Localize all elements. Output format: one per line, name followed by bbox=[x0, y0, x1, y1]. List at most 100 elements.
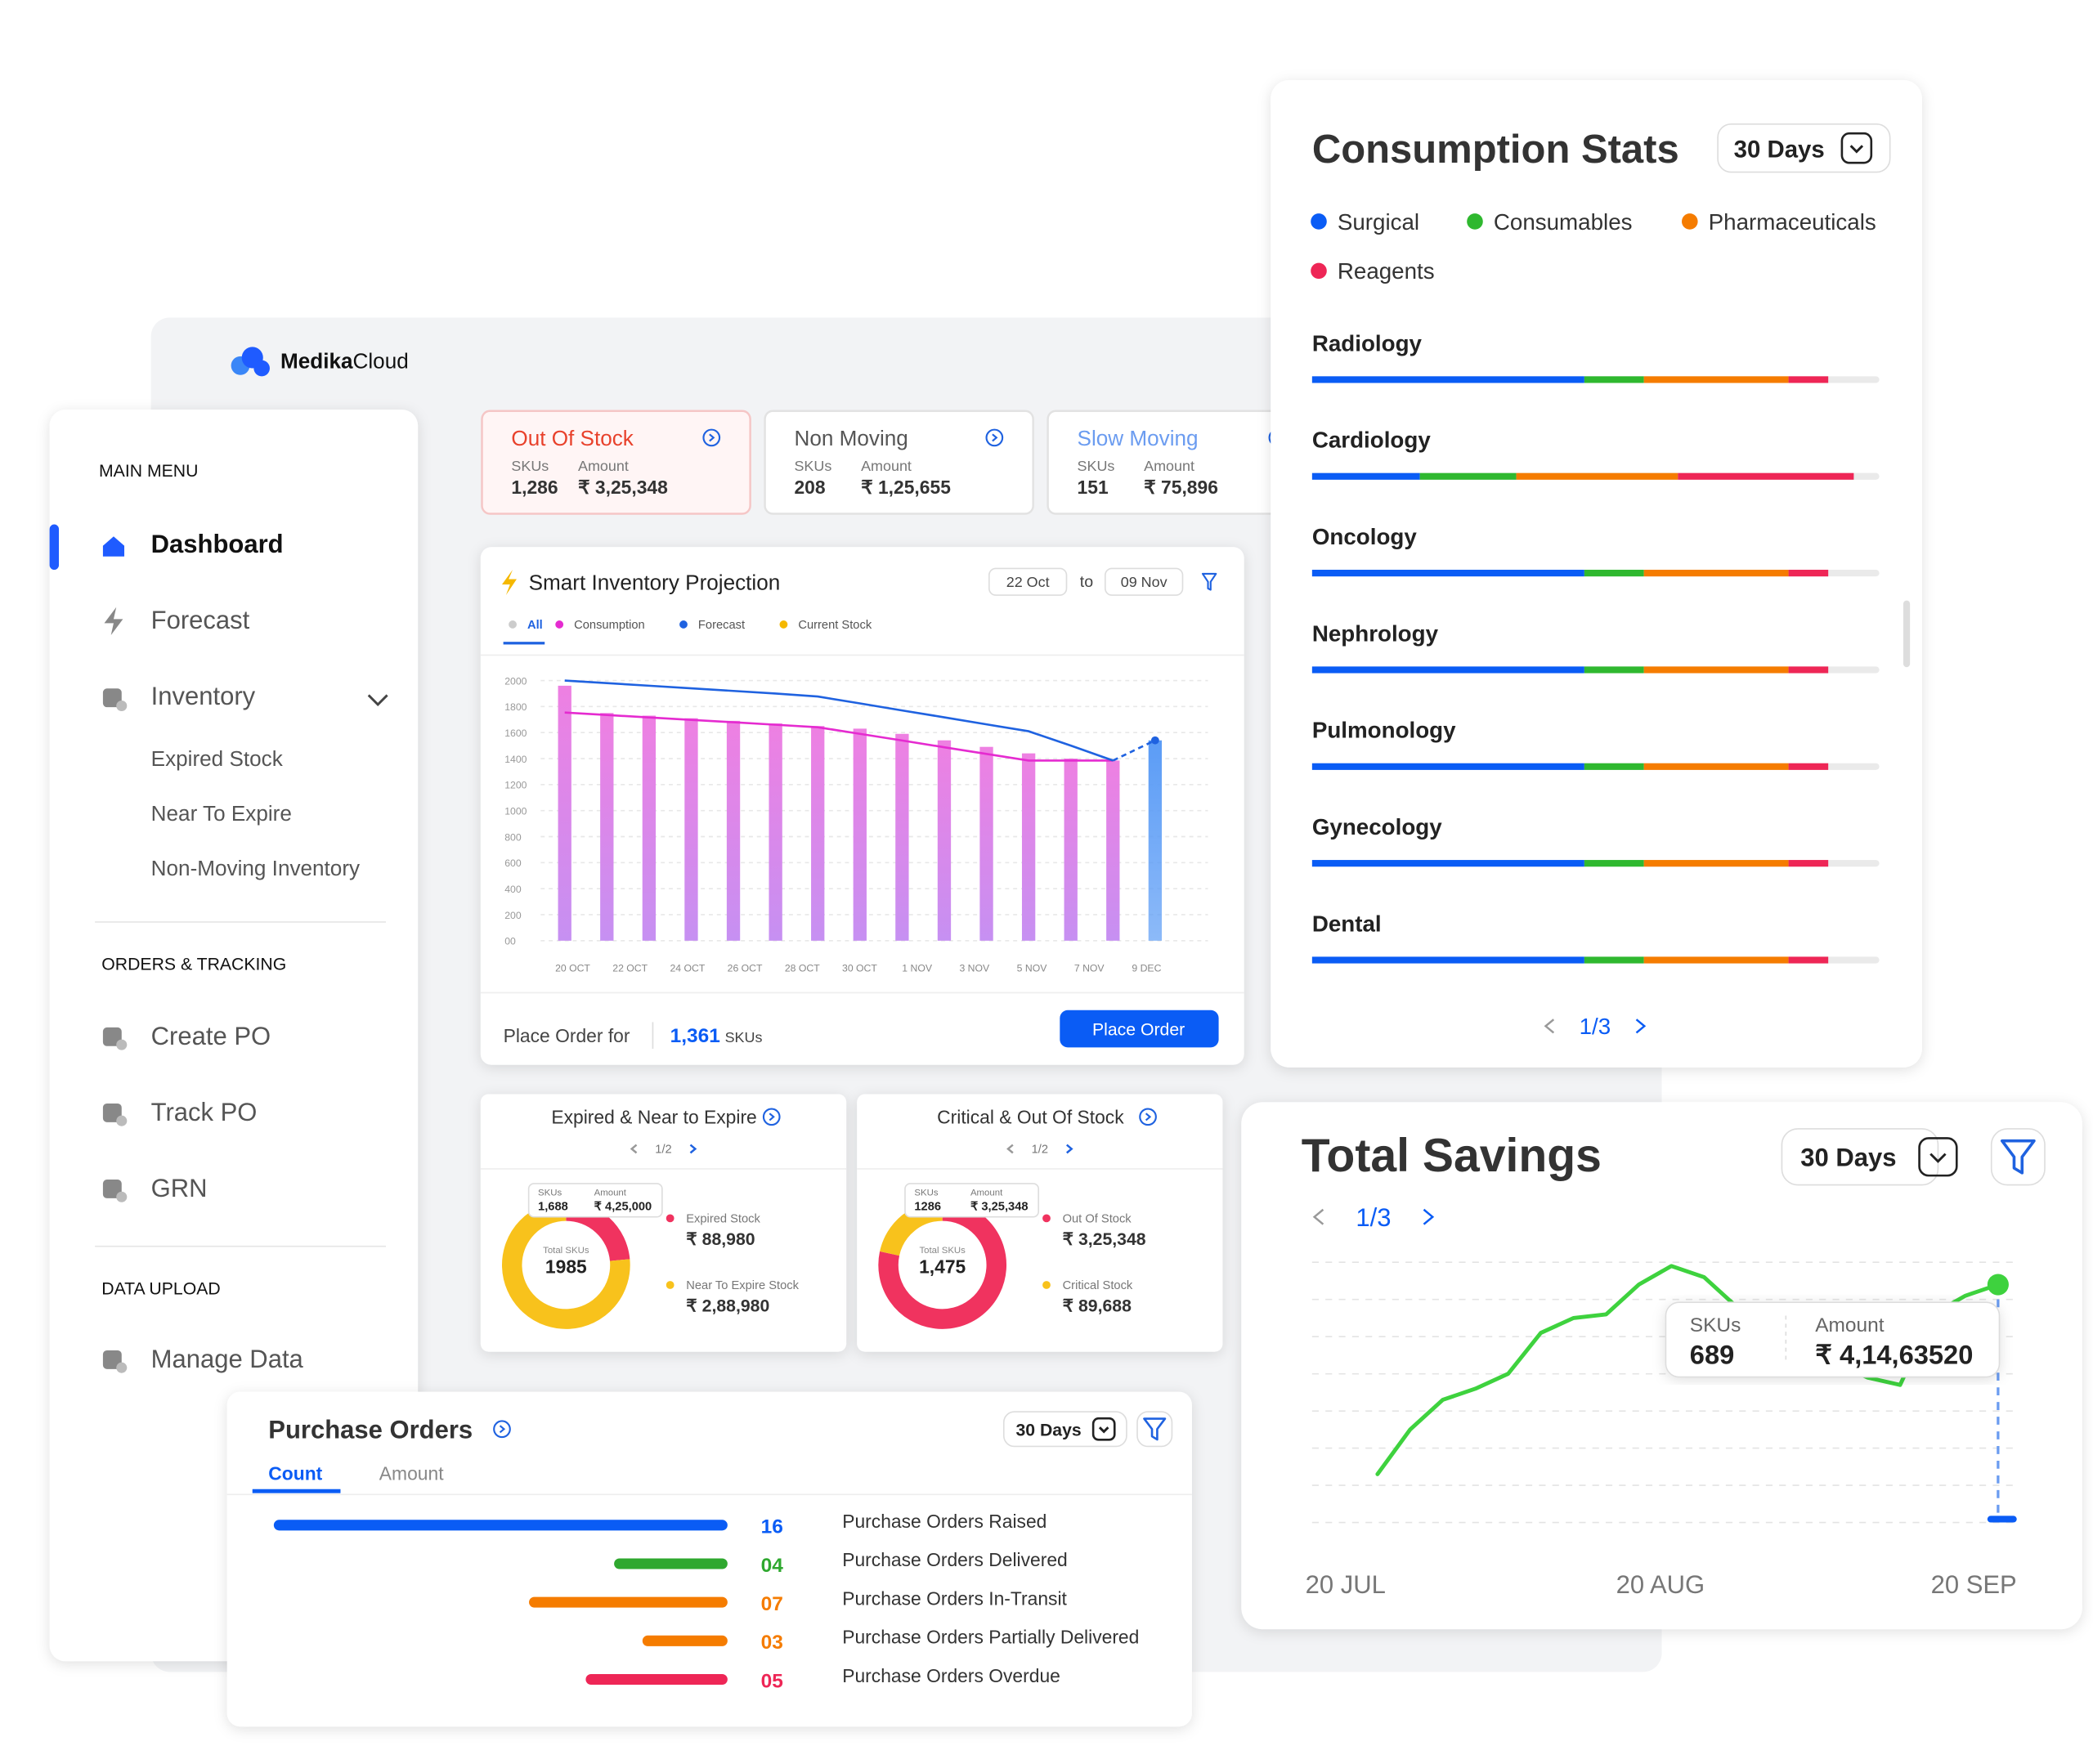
tooltip-label: Amount bbox=[1815, 1314, 1885, 1336]
dropdown-icon[interactable] bbox=[1840, 132, 1873, 164]
dropdown-arrow bbox=[1098, 1426, 1109, 1434]
legend-dot bbox=[666, 1214, 675, 1223]
menu-heading: MAIN MENU bbox=[99, 462, 198, 481]
menu-item[interactable]: Inventory bbox=[151, 682, 256, 710]
dropdown-arrow bbox=[1849, 145, 1864, 154]
stat-card[interactable] bbox=[481, 410, 751, 515]
bar-segment bbox=[1643, 570, 1789, 577]
menu-item[interactable]: GRN bbox=[151, 1174, 208, 1202]
pager-arrow bbox=[1066, 1144, 1073, 1154]
submenu-item[interactable]: Non-Moving Inventory bbox=[151, 856, 360, 880]
bar bbox=[1106, 760, 1120, 941]
legend-dot bbox=[1682, 213, 1698, 230]
row-label: Cardiology bbox=[1312, 428, 1431, 453]
center-label: Total SKUs bbox=[543, 1246, 589, 1256]
dropdown-icon[interactable] bbox=[1918, 1137, 1958, 1177]
row-label: Pulmonology bbox=[1312, 718, 1456, 743]
place-order-button[interactable] bbox=[1060, 1010, 1219, 1048]
card bbox=[1241, 1102, 2082, 1630]
stat-title: Out Of Stock bbox=[511, 426, 634, 450]
menu-item[interactable]: Forecast bbox=[151, 606, 250, 634]
line-series bbox=[564, 711, 1114, 762]
brand-bold: Medika bbox=[280, 349, 353, 374]
period-select[interactable] bbox=[1717, 123, 1891, 173]
info-icon[interactable] bbox=[1139, 1108, 1157, 1126]
menu-item[interactable]: Dashboard bbox=[151, 530, 284, 558]
filter-button[interactable] bbox=[1990, 1128, 2046, 1186]
y-tick-label: 200 bbox=[504, 910, 522, 921]
tooltip bbox=[527, 1183, 663, 1218]
filter-button[interactable] bbox=[1136, 1411, 1173, 1448]
x-tick-label: 28 OCT bbox=[785, 962, 820, 974]
tooltip-label: Amount bbox=[970, 1189, 1003, 1198]
x-tick-label: 5 NOV bbox=[1017, 962, 1048, 974]
tooltip-label: Amount bbox=[594, 1189, 627, 1198]
legend-label[interactable]: Forecast bbox=[698, 619, 745, 632]
bar-segment bbox=[1643, 666, 1789, 674]
stat-value: 1,286 bbox=[511, 477, 558, 498]
menu-item[interactable]: Track PO bbox=[151, 1098, 258, 1126]
tab[interactable]: Amount bbox=[379, 1462, 444, 1484]
info-icon[interactable] bbox=[762, 1108, 781, 1126]
row-label: Purchase Orders Overdue bbox=[842, 1665, 1060, 1686]
pager: 1/2 bbox=[1032, 1143, 1048, 1156]
legend-dot bbox=[1042, 1281, 1051, 1289]
stat-card[interactable] bbox=[764, 410, 1034, 515]
legend-label[interactable]: Consumption bbox=[574, 619, 645, 632]
date-picker[interactable] bbox=[1105, 567, 1184, 596]
tooltip bbox=[1665, 1301, 2001, 1378]
bar bbox=[684, 718, 698, 941]
bar-segment bbox=[1584, 763, 1644, 770]
stat-label: Amount bbox=[578, 458, 629, 474]
legend-label[interactable]: Current Stock bbox=[798, 619, 872, 632]
date-from: 22 Oct bbox=[1006, 574, 1050, 590]
logo-icon bbox=[253, 360, 270, 377]
bar-segment bbox=[1643, 860, 1789, 867]
bar-segment bbox=[1788, 763, 1829, 770]
submenu-item[interactable]: Expired Stock bbox=[151, 746, 284, 771]
menu-item[interactable]: Manage Data bbox=[151, 1345, 304, 1373]
center-label: Total SKUs bbox=[919, 1246, 966, 1256]
dropdown-icon[interactable] bbox=[1091, 1417, 1116, 1441]
tab-underline bbox=[503, 642, 545, 645]
period-select[interactable] bbox=[1781, 1128, 1939, 1186]
period-label: 30 Days bbox=[1800, 1144, 1896, 1172]
legend-dot bbox=[679, 620, 688, 629]
menu-icon bbox=[102, 1103, 122, 1122]
bar bbox=[1064, 759, 1078, 941]
info-icon[interactable] bbox=[702, 428, 721, 447]
info-icon[interactable] bbox=[493, 1420, 511, 1439]
filter-icon bbox=[1143, 1417, 1167, 1441]
brand: MedikaCloud bbox=[280, 349, 409, 374]
pager: 1/3 bbox=[1580, 1014, 1611, 1039]
bar-segment bbox=[1643, 956, 1789, 964]
button-label[interactable]: Place Order bbox=[1092, 1021, 1185, 1040]
x-tick-label: 20 OCT bbox=[555, 962, 590, 974]
bar-segment bbox=[1788, 860, 1829, 867]
date-picker[interactable] bbox=[988, 567, 1068, 596]
bar-segment bbox=[1788, 376, 1829, 383]
center-value: 1985 bbox=[545, 1256, 587, 1277]
legend-tab[interactable]: All bbox=[527, 619, 543, 632]
info-icon-arrow bbox=[499, 1425, 506, 1434]
bar-segment bbox=[1584, 860, 1644, 867]
stat-title: Non Moving bbox=[794, 426, 908, 450]
menu-icon bbox=[102, 1027, 122, 1046]
y-tick-label: 1000 bbox=[504, 806, 527, 817]
info-icon-arrow bbox=[1145, 1113, 1152, 1122]
period-select[interactable] bbox=[1002, 1411, 1127, 1448]
bar-segment bbox=[1311, 376, 1584, 383]
bar-segment bbox=[1311, 763, 1584, 770]
dropdown-arrow bbox=[1929, 1153, 1947, 1163]
bar bbox=[642, 715, 657, 941]
menu-item[interactable]: Create PO bbox=[151, 1022, 271, 1050]
legend-value: ₹ 3,25,348 bbox=[1063, 1230, 1146, 1249]
info-icon[interactable] bbox=[985, 428, 1004, 447]
stat-value: 208 bbox=[794, 477, 825, 498]
y-tick-label: 400 bbox=[504, 884, 522, 895]
submenu-item[interactable]: Near To Expire bbox=[151, 801, 292, 826]
tooltip-value: 689 bbox=[1690, 1339, 1734, 1369]
tab[interactable]: Count bbox=[268, 1462, 322, 1484]
value-label: 07 bbox=[761, 1593, 783, 1615]
tooltip-value: ₹ 4,25,000 bbox=[594, 1201, 652, 1214]
